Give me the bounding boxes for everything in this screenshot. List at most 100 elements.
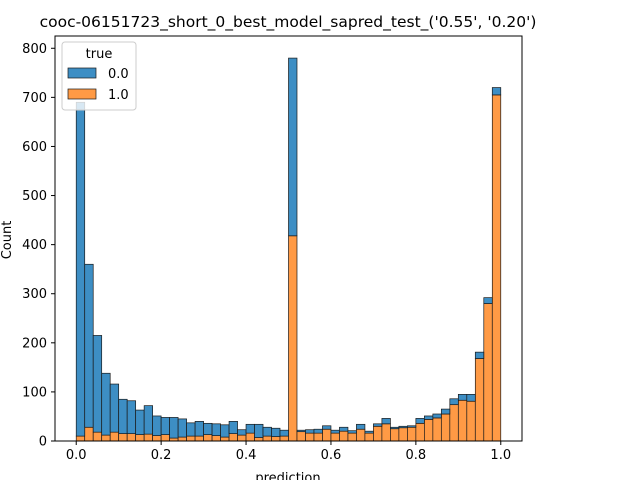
bar-true-0-bin-1	[84, 263, 94, 428]
bar-true-1-bin-40	[415, 422, 425, 442]
bar-true-0-bin-49	[491, 87, 502, 96]
bar-true-1-bin-48	[483, 303, 493, 442]
bar-true-0-bin-42	[432, 413, 442, 419]
y-tick-label: 800	[22, 42, 47, 57]
bar-true-1-bin-4	[109, 431, 120, 442]
x-tick-label: 1.0	[490, 448, 511, 463]
legend-label: 1.0	[108, 88, 129, 103]
bar-true-0-bin-21	[254, 423, 264, 438]
bar-true-0-bin-41	[424, 415, 434, 420]
bar-true-0-bin-37	[390, 426, 400, 430]
bar-true-0-bin-38	[398, 425, 408, 429]
bar-true-1-bin-37	[390, 428, 400, 442]
bar-true-0-bin-43	[440, 408, 451, 415]
bar-true-1-bin-12	[177, 436, 187, 442]
bar-true-1-bin-42	[432, 417, 442, 442]
chart-title: cooc-06151723_short_0_best_model_sapred_…	[40, 13, 537, 32]
bar-true-1-bin-7	[135, 434, 145, 442]
bar-true-1-bin-25	[288, 235, 298, 442]
bar-true-1-bin-16	[211, 435, 221, 442]
axes-group: 0.0 0.2 0.4 0.6 0.8 1.0 0 100 200 300 400 500 600 700…	[22, 35, 523, 463]
bar-true-0-bin-29	[322, 425, 332, 430]
bar-true-1-bin-18	[228, 433, 238, 442]
bar-true-0-bin-16	[211, 423, 221, 436]
bar-true-0-bin-22	[262, 426, 272, 437]
bar-true-1-bin-22	[262, 435, 272, 442]
y-tick-label: 100	[22, 385, 47, 400]
bar-true-1-bin-8	[143, 433, 153, 442]
bar-true-1-bin-30	[330, 432, 340, 442]
bar-true-1-bin-33	[356, 428, 366, 442]
bar-true-0-bin-26	[296, 429, 306, 433]
bar-true-1-bin-49	[491, 94, 502, 442]
bar-true-1-bin-0	[75, 435, 86, 442]
bar-true-1-bin-27	[305, 432, 315, 442]
y-tick-label: 300	[22, 287, 47, 302]
bar-true-1-bin-46	[466, 400, 476, 442]
bar-true-1-bin-32	[347, 432, 357, 442]
y-tick-label: 700	[22, 91, 47, 106]
bar-true-0-bin-39	[407, 425, 417, 428]
bar-true-0-bin-23	[271, 427, 281, 437]
bar-true-1-bin-9	[152, 435, 162, 442]
bar-true-1-bin-43	[440, 413, 451, 442]
bar-true-0-bin-30	[330, 429, 340, 434]
bar-true-1-bin-15	[203, 434, 213, 442]
bar-true-0-bin-5	[118, 398, 128, 434]
legend: true 0.0 1.0	[61, 41, 137, 111]
bar-true-0-bin-48	[483, 297, 493, 304]
bar-true-0-bin-40	[415, 418, 425, 424]
x-tick-label: 0.6	[321, 448, 342, 463]
bar-true-0-bin-13	[186, 422, 196, 437]
bar-true-0-bin-11	[169, 417, 179, 439]
bar-true-0-bin-14	[194, 421, 204, 437]
bar-true-1-bin-31	[339, 430, 349, 442]
bar-true-0-bin-31	[339, 426, 349, 432]
bar-true-0-bin-34	[364, 430, 374, 434]
y-tick-label: 400	[22, 238, 47, 253]
bar-true-0-bin-17	[220, 424, 230, 438]
bar-true-0-bin-0	[75, 101, 86, 437]
x-tick-label: 0.8	[406, 448, 427, 463]
bar-true-0-bin-24	[279, 429, 289, 437]
bar-true-0-bin-9	[152, 415, 162, 436]
bar-true-1-bin-10	[160, 434, 170, 442]
bar-true-0-bin-27	[305, 429, 315, 434]
bar-true-0-bin-45	[457, 394, 468, 401]
bar-true-1-bin-6	[126, 433, 137, 442]
y-tick-label: 500	[22, 189, 47, 204]
bar-true-1-bin-44	[449, 404, 459, 442]
bar-true-1-bin-21	[254, 437, 264, 442]
legend-label: 0.0	[108, 67, 129, 82]
y-axis-label: Count	[0, 221, 15, 260]
bar-true-1-bin-28	[313, 432, 323, 442]
bar-true-1-bin-3	[101, 434, 111, 442]
x-tick-label: 0.4	[236, 448, 257, 463]
bar-true-0-bin-3	[101, 372, 111, 436]
bar-true-0-bin-25	[288, 57, 298, 237]
bar-true-0-bin-12	[177, 418, 187, 438]
bar-true-1-bin-14	[194, 435, 204, 442]
x-axis-label: prediction	[255, 471, 320, 480]
bar-true-0-bin-47	[474, 351, 485, 359]
legend-swatch-true-0	[67, 67, 97, 79]
bar-true-1-bin-41	[424, 419, 434, 442]
bar-true-1-bin-1	[84, 426, 94, 442]
bar-true-0-bin-10	[160, 417, 170, 435]
bar-true-0-bin-36	[381, 418, 391, 425]
y-tick-label: 200	[22, 336, 47, 351]
bars-group	[75, 57, 502, 442]
bar-true-1-bin-38	[398, 427, 408, 442]
bar-true-0-bin-20	[245, 423, 255, 434]
bar-true-1-bin-23	[271, 436, 281, 442]
bar-true-0-bin-6	[126, 400, 137, 434]
bar-true-0-bin-7	[135, 409, 145, 435]
bar-true-1-bin-47	[474, 358, 485, 442]
bar-true-1-bin-24	[279, 435, 289, 442]
plot-frame	[54, 35, 523, 442]
bar-true-0-bin-28	[313, 428, 323, 434]
bar-true-1-bin-2	[92, 431, 103, 442]
bar-true-0-bin-33	[356, 423, 366, 430]
legend-swatch-true-1	[67, 88, 97, 100]
bar-true-0-bin-15	[203, 422, 213, 435]
